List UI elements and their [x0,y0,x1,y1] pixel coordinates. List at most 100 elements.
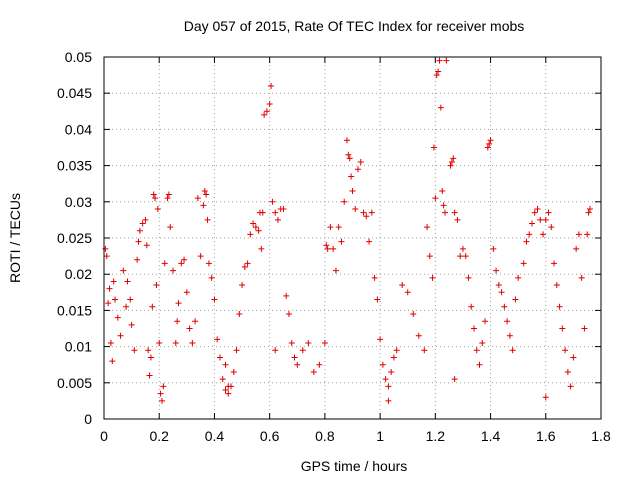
data-point [143,242,150,249]
data-point [291,354,298,361]
data-point [440,202,447,209]
data-point [263,108,270,115]
data-point [131,347,138,354]
data-point [269,198,276,205]
data-point [393,347,400,354]
data-point [272,209,279,216]
data-point [352,206,359,213]
data-point [316,361,323,368]
data-point [205,260,212,267]
data-point [459,245,466,252]
axes: 0 0.2 0.4 0.6 0.8 1 1.2 1.4 1.6 1.8 0 0.005 0.01 0.01… [57,49,611,444]
data-point [487,137,494,144]
data-point [147,354,154,361]
data-point [363,213,370,220]
data-point [382,376,389,383]
data-point [585,209,592,216]
data-point [117,332,124,339]
data-point [252,224,259,231]
x-axis-label: GPS time / hours [301,458,408,474]
data-point [366,238,373,245]
data-point [374,296,381,303]
data-point [584,231,591,238]
x-tick-label: 1.4 [481,428,501,444]
data-point [515,274,522,281]
data-point [120,267,127,274]
x-tick-label: 0.6 [260,428,280,444]
data-point [436,57,443,64]
data-point [299,347,306,354]
data-point [570,354,577,361]
data-point [540,231,547,238]
data-point [486,140,493,147]
data-point [181,256,188,263]
data-point [348,173,355,180]
data-point [123,303,130,310]
data-point [548,224,555,231]
data-point [473,347,480,354]
data-point [399,282,406,289]
data-point [385,397,392,404]
data-point [241,263,248,270]
data-point [222,361,229,368]
data-point [443,57,450,64]
y-tick-label: 0.045 [57,85,92,101]
data-point [371,274,378,281]
data-point [355,166,362,173]
data-point [573,245,580,252]
data-point [124,278,131,285]
data-point [233,347,240,354]
data-point [330,245,337,252]
data-point [564,368,571,375]
data-point [429,274,436,281]
data-point [222,387,229,394]
data-point [345,151,352,158]
data-point [165,191,172,198]
data-points [102,57,593,404]
data-point [332,267,339,274]
data-point [545,209,552,216]
data-point [189,339,196,346]
data-point [450,155,457,162]
data-point [324,245,331,252]
data-point [462,253,469,260]
data-point [341,198,348,205]
data-point [134,256,141,263]
data-point [377,336,384,343]
data-point [175,300,182,307]
data-point [504,318,511,325]
data-point [157,390,164,397]
data-point [562,347,569,354]
data-point [388,368,395,375]
data-point [509,347,516,354]
data-point [174,318,181,325]
data-point [127,296,134,303]
data-point [357,158,364,165]
data-point [145,347,152,354]
data-point [200,202,207,209]
data-point [559,325,566,332]
data-point [531,209,538,216]
data-point [556,303,563,310]
y-tick-label: 0.05 [65,49,92,65]
data-point [208,274,215,281]
data-point [512,296,519,303]
data-point [272,347,279,354]
data-point [578,274,585,281]
data-point [244,260,251,267]
x-tick-label: 1 [376,428,384,444]
data-point [553,282,560,289]
data-point [128,321,135,328]
data-point [211,296,218,303]
data-point [305,339,312,346]
data-point [368,209,375,216]
data-point [109,358,116,365]
data-point [139,220,146,227]
data-point [447,162,454,169]
data-point [498,289,505,296]
data-point [219,376,226,383]
data-point [430,144,437,151]
data-point [214,336,221,343]
data-point [178,260,185,267]
data-point [432,195,439,202]
